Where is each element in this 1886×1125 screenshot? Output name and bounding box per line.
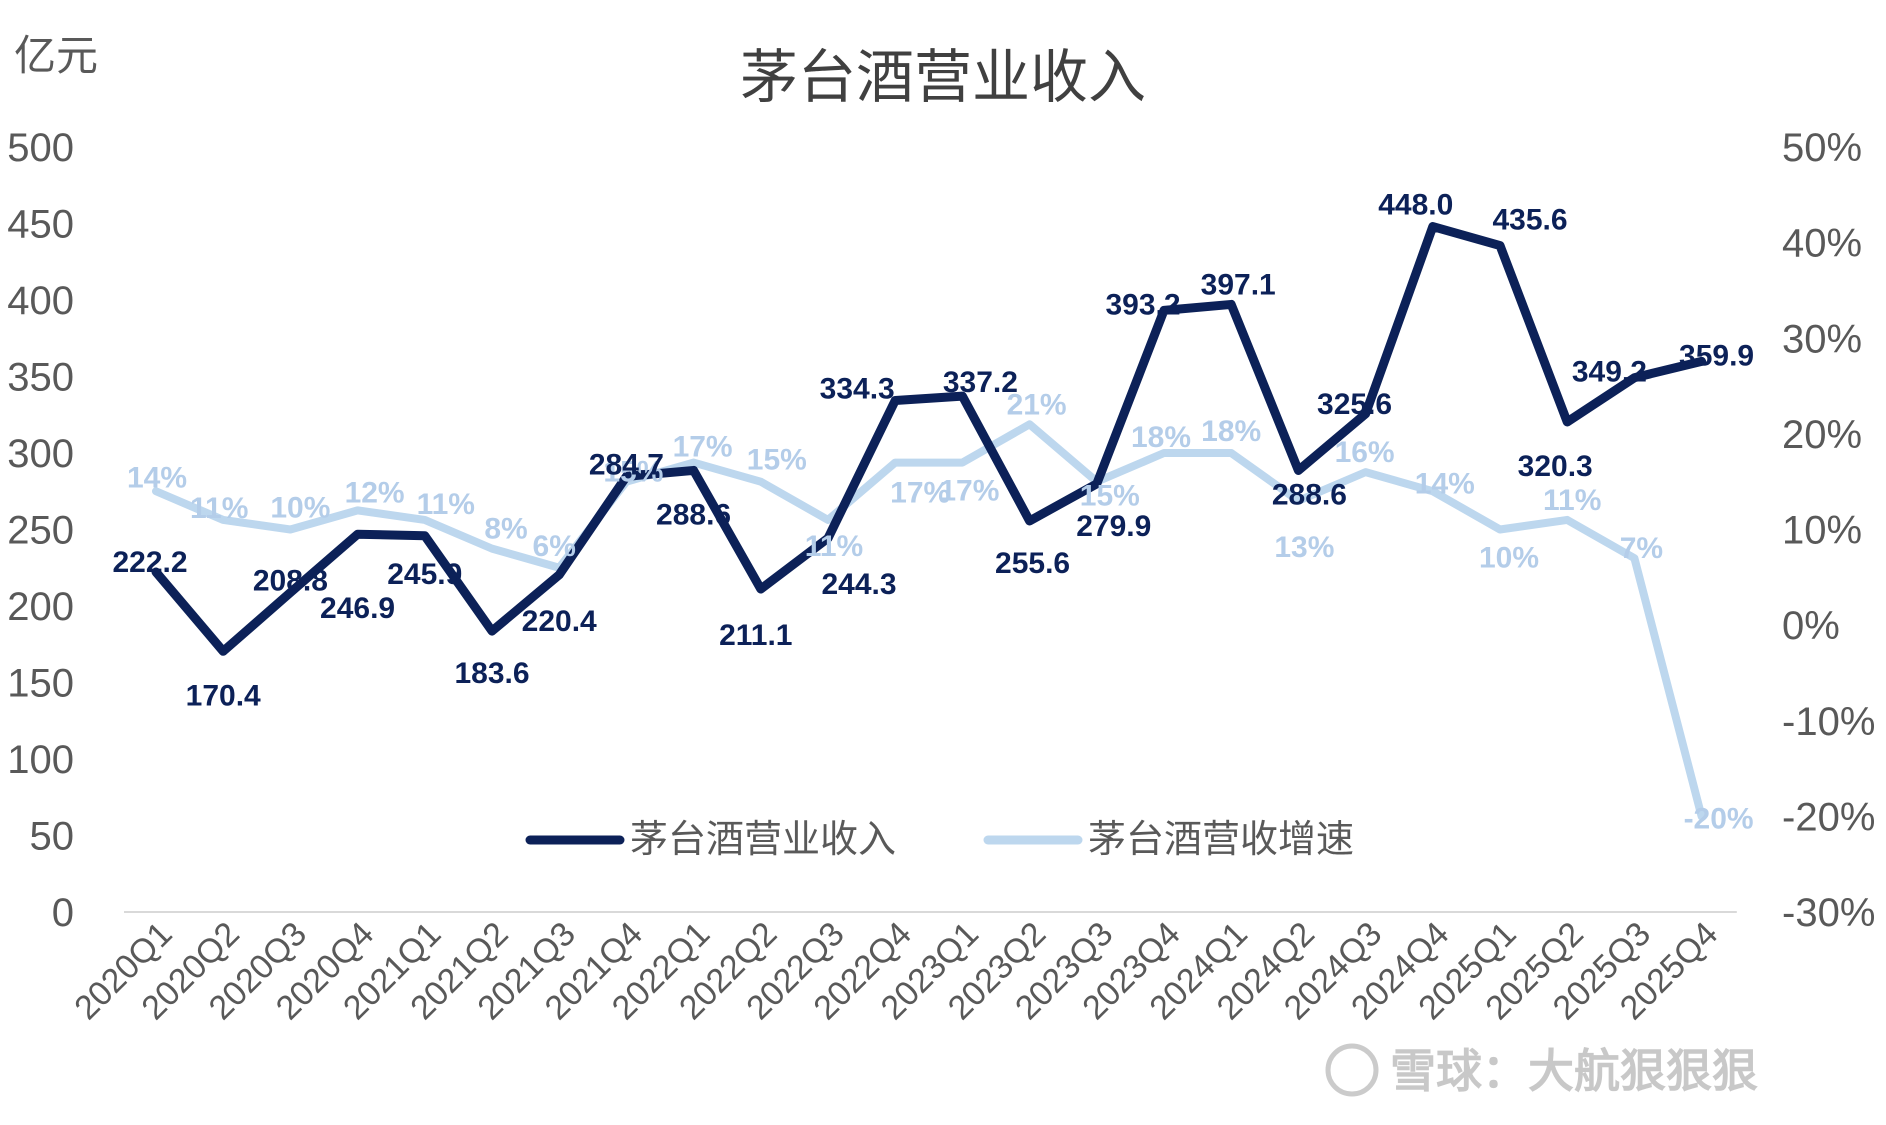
revenue-data-label: 320.3 [1518, 450, 1593, 483]
y-axis-ticks: 0 50 100 150 200 250 300 350 400 450 500 [7, 126, 74, 935]
growth-data-label: 15% [747, 444, 807, 477]
watermark: 雪球：大航狠狠狠 [1325, 1043, 1758, 1098]
y-tick-label: 0 [52, 891, 74, 935]
watermark-text: 雪球：大航狠狠狠 [1390, 1044, 1758, 1098]
y-tick-label: 150 [7, 662, 74, 706]
revenue-data-label: 220.4 [522, 605, 597, 638]
revenue-data-label: 170.4 [186, 679, 261, 712]
growth-data-label: 8% [484, 513, 527, 546]
revenue-data-label: 334.3 [820, 373, 895, 406]
y-tick-label: 200 [7, 585, 74, 629]
y-tick-label: 100 [7, 738, 74, 782]
growth-data-label: 18% [1131, 421, 1191, 454]
revenue-data-label: 325.6 [1317, 388, 1392, 421]
revenue-data-label: 255.6 [995, 547, 1070, 580]
growth-data-label: 11% [805, 530, 863, 563]
growth-data-label: 13% [1274, 531, 1334, 564]
x-axis-ticks: 2020Q12020Q22020Q32020Q42021Q12021Q22021… [67, 915, 1725, 1027]
growth-data-label: 18% [1201, 415, 1261, 448]
growth-data-label: 12% [345, 476, 405, 509]
revenue-data-label: 222.2 [112, 546, 187, 579]
growth-data-label: 14% [127, 461, 187, 494]
y-tick-label: 300 [7, 432, 74, 476]
revenue-data-label: 359.9 [1679, 339, 1754, 372]
legend-label-revenue: 茅台酒营业收入 [630, 817, 896, 861]
growth-data-label: 11% [190, 492, 248, 525]
revenue-data-label: 183.6 [454, 657, 529, 690]
watermark-logo [1325, 1043, 1379, 1097]
growth-data-label: 17% [673, 431, 733, 464]
revenue-data-label: 208.8 [253, 565, 328, 598]
revenue-line [151, 222, 1707, 656]
growth-data-label: 15% [1080, 480, 1140, 513]
y2-tick-label: 20% [1782, 413, 1862, 457]
legend: 茅台酒营业收入 茅台酒营收增速 [525, 817, 1354, 861]
growth-data-label: -20% [1684, 802, 1754, 835]
growth-data-label: 17% [890, 477, 950, 510]
growth-line [152, 420, 1706, 821]
revenue-data-label: 288.6 [656, 498, 731, 531]
y2-tick-label: -30% [1782, 891, 1875, 935]
growth-data-label: 17% [939, 475, 999, 508]
revenue-data-label: 393.2 [1105, 288, 1180, 321]
y-tick-label: 450 [7, 203, 74, 247]
growth-data-label: 11% [1543, 484, 1601, 517]
y-tick-label: 400 [7, 279, 74, 323]
growth-data-labels: 14%11% 10% 12% 11%8%6%15%17% 15%11%17%17%21%… [127, 388, 1754, 835]
revenue-data-label: 448.0 [1378, 189, 1453, 222]
revenue-data-label: 245.9 [387, 558, 462, 591]
revenue-data-label: 284.7 [589, 448, 664, 481]
revenue-data-label: 288.6 [1272, 478, 1347, 511]
growth-data-label: 7% [1620, 532, 1663, 565]
series-growth [152, 420, 1706, 821]
growth-data-label: 15% [603, 456, 663, 489]
revenue-data-label: 397.1 [1201, 268, 1276, 301]
chart-title: 茅台酒营业收入 [740, 43, 1146, 111]
y2-tick-label: 10% [1782, 509, 1862, 553]
revenue-data-label: 337.2 [943, 366, 1018, 399]
growth-data-label: 14% [1415, 467, 1475, 500]
y2-tick-label: 50% [1782, 126, 1862, 170]
y2-tick-label: -10% [1782, 700, 1875, 744]
y-axis-label: 亿元 [14, 32, 98, 79]
series-revenue [151, 222, 1707, 656]
y-tick-label: 350 [7, 356, 74, 400]
revenue-data-label: 349.2 [1572, 356, 1647, 389]
y2-tick-label: 0% [1782, 604, 1840, 648]
growth-data-label: 6% [533, 530, 576, 563]
growth-data-label: 10% [270, 492, 330, 525]
growth-data-label: 11% [417, 488, 475, 521]
growth-data-label: 10% [1479, 542, 1539, 575]
revenue-data-label: 244.3 [821, 568, 896, 601]
revenue-data-label: 211.1 [719, 619, 792, 652]
revenue-data-label: 246.9 [320, 592, 395, 625]
legend-label-growth: 茅台酒营收增速 [1088, 817, 1354, 861]
revenue-data-label: 279.9 [1076, 510, 1151, 543]
y2-axis-ticks: -30% -20% -10% 0% 10% 20% 30% 40% 50% [1782, 126, 1875, 935]
y-tick-label: 500 [7, 126, 74, 170]
growth-data-label: 21% [1007, 388, 1067, 421]
y2-tick-label: 40% [1782, 222, 1862, 266]
y-tick-label: 250 [7, 509, 74, 553]
y2-tick-label: -20% [1782, 795, 1875, 839]
y-tick-label: 50 [30, 815, 75, 859]
growth-data-label: 16% [1335, 436, 1395, 469]
revenue-data-label: 435.6 [1492, 204, 1567, 237]
y2-tick-label: 30% [1782, 317, 1862, 361]
